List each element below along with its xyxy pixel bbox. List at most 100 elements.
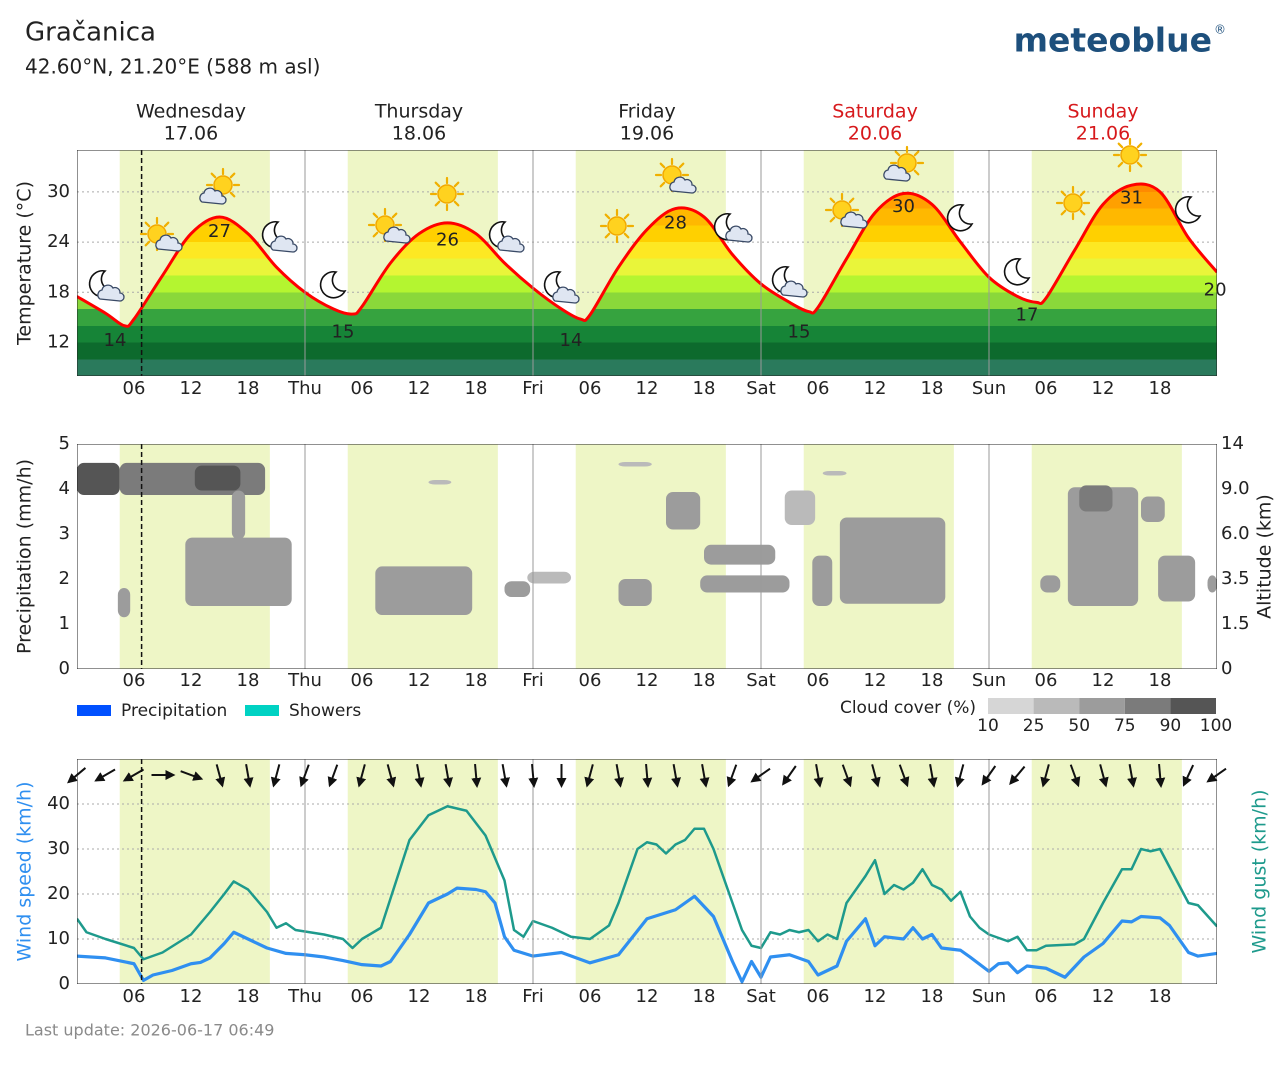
wind-arrow — [584, 764, 595, 788]
wind-arrow — [243, 763, 254, 788]
x-tick-label: Sat — [746, 986, 776, 1007]
x-tick-label: 06 — [1035, 986, 1058, 1007]
panel — [77, 444, 1217, 669]
last-update: Last update: 2026-06-17 06:49 — [25, 1021, 274, 1040]
temperature-label: 27 — [208, 221, 231, 242]
x-tick-label: 12 — [180, 986, 203, 1007]
x-tick-label: 06 — [579, 986, 602, 1007]
logo-mark: ® — [1214, 23, 1226, 37]
wind-arrow — [671, 763, 681, 788]
day-name: Saturday — [832, 101, 918, 123]
wind-arrow — [270, 764, 281, 788]
axis-title: Altitude (km) — [1254, 494, 1276, 619]
cloud-cell — [1040, 575, 1061, 593]
x-tick-label: 06 — [807, 670, 830, 691]
cloud-cell — [194, 465, 241, 491]
wind-arrow — [1155, 763, 1166, 788]
wind-arrow — [782, 765, 797, 786]
x-tick-label: 12 — [180, 670, 203, 691]
wind-arrow — [1206, 767, 1227, 783]
wind-arrow — [954, 764, 965, 788]
location-subtitle: 42.60°N, 21.20°E (588 m asl) — [25, 55, 320, 79]
cloud-cell — [704, 544, 776, 565]
x-tick-label: Thu — [287, 670, 322, 691]
cloud-cell — [527, 571, 571, 584]
wind-arrow — [1127, 763, 1137, 788]
x-tick-label: 06 — [807, 378, 830, 399]
cloud-legend-swatch — [1033, 698, 1080, 714]
x-tick-label: 18 — [921, 670, 944, 691]
temperature-label: 26 — [436, 229, 459, 250]
cloud-cell — [839, 517, 946, 604]
axis-title: Temperature (°C) — [14, 181, 36, 346]
cloud-legend-tick: 25 — [1023, 716, 1045, 736]
x-tick-label: 06 — [1035, 670, 1058, 691]
cloud-legend-title: Cloud cover (%) — [840, 698, 976, 718]
daylight-band — [1031, 759, 1182, 984]
x-tick-label: 18 — [465, 378, 488, 399]
y-tick-label: 18 — [47, 281, 70, 302]
wind-arrow — [750, 767, 771, 783]
x-tick-label: 18 — [1149, 986, 1172, 1007]
cloud-cell — [1207, 575, 1217, 593]
y-tick-label: 20 — [47, 883, 70, 904]
y-tick-label: 4 — [59, 478, 70, 499]
wind-arrow — [1009, 765, 1026, 785]
day-date: 17.06 — [164, 123, 218, 145]
x-tick-label: 06 — [123, 670, 146, 691]
x-tick-label: Sat — [746, 378, 776, 399]
y-tick-label: 5 — [59, 433, 70, 454]
wind-arrow — [642, 763, 653, 788]
wind-arrow — [870, 764, 881, 788]
y-tick-label: 3 — [59, 523, 70, 544]
temperature-fill — [77, 184, 1217, 376]
wind-line — [77, 886, 1217, 984]
x-tick-label: Sun — [972, 986, 1006, 1007]
x-tick-label: 06 — [351, 986, 374, 1007]
temperature-label: 30 — [892, 196, 915, 217]
x-tick-label: 18 — [465, 670, 488, 691]
location-title: Gračanica — [25, 18, 156, 48]
day-date: 21.06 — [1076, 123, 1130, 145]
cloud-legend-tick: 50 — [1068, 716, 1090, 736]
sun-icon — [1055, 185, 1091, 221]
cloud-cell — [618, 462, 652, 467]
x-tick-label: 12 — [864, 378, 887, 399]
axis-title: Wind speed (km/h) — [14, 781, 36, 961]
wind-arrow — [927, 763, 938, 788]
x-tick-label: 06 — [807, 986, 830, 1007]
sun-icon — [429, 176, 465, 212]
cloud-cell — [504, 581, 531, 597]
x-tick-label: 06 — [579, 378, 602, 399]
x-tick-label: Sun — [972, 670, 1006, 691]
panel — [77, 150, 1217, 376]
cloud-cell — [666, 492, 701, 530]
temperature-label: 28 — [664, 213, 687, 234]
day-date: 19.06 — [620, 123, 674, 145]
cloud-cell — [375, 566, 473, 615]
day-name: Friday — [618, 101, 676, 123]
daylight-band — [119, 759, 270, 984]
x-tick-label: 18 — [237, 670, 260, 691]
wind-arrow — [215, 764, 226, 788]
x-tick-label: 12 — [1092, 378, 1115, 399]
sun-icon — [599, 208, 635, 244]
temperature-label: 15 — [332, 321, 355, 342]
wind-arrow — [813, 763, 824, 788]
cloud-cell — [1067, 487, 1139, 606]
x-tick-label: 06 — [1035, 378, 1058, 399]
x-tick-label: 12 — [408, 670, 431, 691]
wind-arrow — [414, 763, 425, 788]
cloud-legend-swatch — [1124, 698, 1171, 714]
cloud-cell — [822, 471, 847, 476]
cloud-cell — [77, 462, 120, 495]
x-tick-label: 18 — [921, 986, 944, 1007]
x-tick-label: 06 — [123, 986, 146, 1007]
wind-arrow — [898, 764, 910, 788]
x-tick-label: 12 — [636, 986, 659, 1007]
x-tick-label: Sun — [972, 378, 1006, 399]
daylight-band — [575, 759, 726, 984]
day-date: 20.06 — [848, 123, 902, 145]
x-tick-label: 06 — [351, 378, 374, 399]
wind-arrow — [614, 763, 624, 788]
